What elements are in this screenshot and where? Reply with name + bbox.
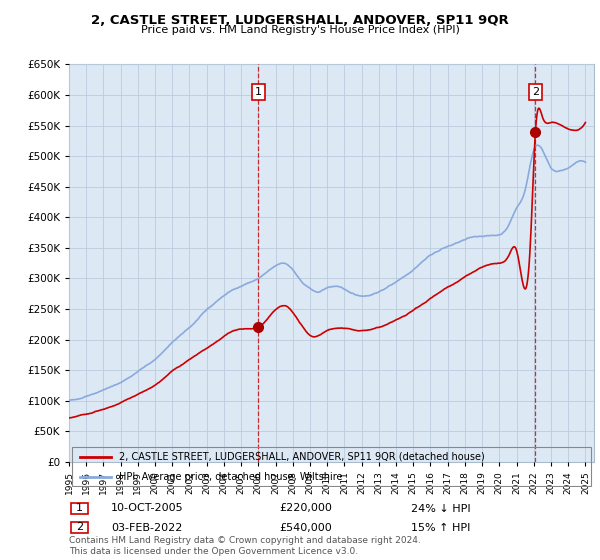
Bar — [71, 503, 88, 514]
Text: 03-FEB-2022: 03-FEB-2022 — [111, 522, 182, 533]
Text: £540,000: £540,000 — [279, 522, 332, 533]
Bar — [71, 522, 88, 533]
Text: 1: 1 — [76, 503, 83, 513]
Text: 1: 1 — [255, 87, 262, 97]
Text: £220,000: £220,000 — [279, 503, 332, 514]
Text: 24% ↓ HPI: 24% ↓ HPI — [411, 503, 470, 514]
Text: HPI: Average price, detached house, Wiltshire: HPI: Average price, detached house, Wilt… — [119, 472, 343, 482]
Text: 10-OCT-2005: 10-OCT-2005 — [111, 503, 184, 514]
Text: 2: 2 — [532, 87, 539, 97]
Text: Price paid vs. HM Land Registry's House Price Index (HPI): Price paid vs. HM Land Registry's House … — [140, 25, 460, 35]
Text: 2, CASTLE STREET, LUDGERSHALL, ANDOVER, SP11 9QR (detached house): 2, CASTLE STREET, LUDGERSHALL, ANDOVER, … — [119, 451, 485, 461]
Text: 2, CASTLE STREET, LUDGERSHALL, ANDOVER, SP11 9QR: 2, CASTLE STREET, LUDGERSHALL, ANDOVER, … — [91, 14, 509, 27]
Text: Contains HM Land Registry data © Crown copyright and database right 2024.
This d: Contains HM Land Registry data © Crown c… — [69, 536, 421, 556]
Text: 15% ↑ HPI: 15% ↑ HPI — [411, 522, 470, 533]
Text: 2: 2 — [76, 522, 83, 532]
